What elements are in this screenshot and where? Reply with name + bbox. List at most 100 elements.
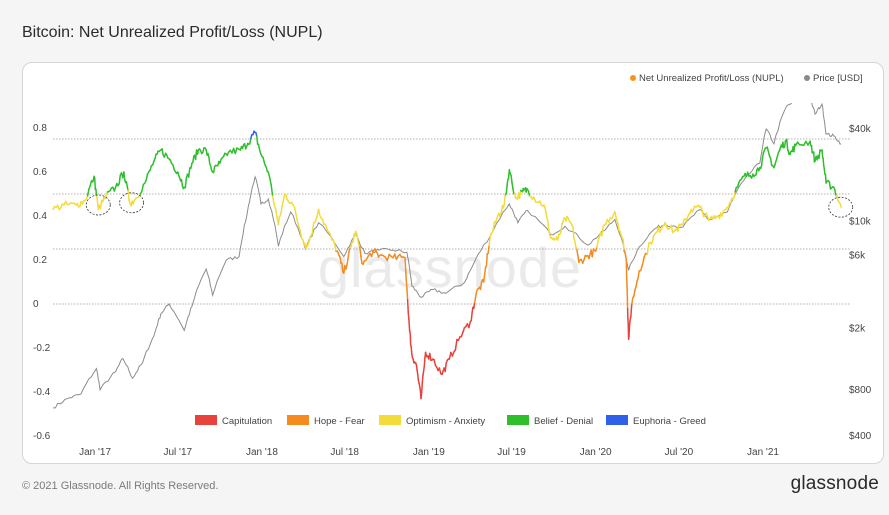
chart-card: glassnode 0.8 0.6 0.4 0.2 0 -0.2 -0.4 -0.6 $40k… <box>22 62 884 464</box>
nupl-segment <box>641 257 645 266</box>
nupl-segment <box>293 206 297 215</box>
nupl-segment <box>637 270 640 279</box>
left-tick-2: 0.4 <box>33 211 47 222</box>
nupl-segment <box>839 202 842 208</box>
zone-legend-label-3[interactable]: Belief - Denial <box>534 416 593 427</box>
nupl-segment <box>547 220 550 232</box>
zone-legend-label-0[interactable]: Capitulation <box>222 416 272 427</box>
nupl-segment <box>208 156 211 165</box>
left-tick-5: -0.2 <box>33 343 51 354</box>
nupl-segment <box>404 257 407 272</box>
nupl-segment <box>118 174 122 185</box>
nupl-segment <box>511 181 514 190</box>
copyright: © 2021 Glassnode. All Rights Reserved. <box>22 480 219 492</box>
nupl-segment <box>212 165 216 174</box>
top-legend-label-0[interactable]: Net Unrealized Profit/Loss (NUPL) <box>639 73 784 84</box>
nupl-segment <box>793 143 796 153</box>
nupl-segment <box>184 177 188 189</box>
nupl-segment <box>761 151 765 159</box>
nupl-segment <box>386 253 390 262</box>
nupl-segment <box>824 173 827 184</box>
nupl-segment <box>574 240 577 248</box>
zone-legend-swatch-3 <box>507 415 529 425</box>
nupl-segment <box>614 210 617 218</box>
nupl-segment <box>415 364 418 372</box>
nupl-segment <box>628 324 631 338</box>
nupl-segment <box>308 235 312 243</box>
right-axis: $40k $10k $6k $2k $800 $400 <box>849 124 872 442</box>
nupl-segment <box>423 357 426 368</box>
nupl-segment <box>273 203 277 210</box>
nupl-segment <box>234 147 238 155</box>
nupl-series <box>52 130 842 400</box>
nupl-segment <box>786 138 789 149</box>
nupl-segment <box>596 240 599 248</box>
nupl-segment <box>828 181 832 190</box>
nupl-segment <box>285 194 288 201</box>
nupl-segment <box>544 207 547 214</box>
price-line <box>53 103 842 409</box>
nupl-segment <box>677 223 680 233</box>
nupl-segment <box>89 180 93 187</box>
nupl-segment <box>339 256 342 264</box>
nupl-segment <box>755 169 758 176</box>
nupl-segment <box>470 311 473 322</box>
annotation-circle-1 <box>119 192 145 214</box>
nupl-chart[interactable]: glassnode 0.8 0.6 0.4 0.2 0 -0.2 -0.4 -0.6 $40k… <box>23 63 883 463</box>
nupl-segment <box>518 189 522 200</box>
zone-legend-label-1[interactable]: Hope - Fear <box>314 416 365 427</box>
nupl-segment <box>588 253 591 260</box>
x-axis: Jan '17 Jul '17 Jan '18 Jul '18 Jan '19 Jul '… <box>79 447 779 458</box>
nupl-segment <box>760 156 764 167</box>
nupl-segment <box>622 241 625 252</box>
x-tick-2: Jan '18 <box>246 447 278 458</box>
nupl-segment <box>576 248 579 256</box>
nupl-segment <box>192 155 195 163</box>
nupl-segment <box>405 279 408 291</box>
zone-legend-swatch-1 <box>287 415 309 425</box>
nupl-segment <box>482 274 486 283</box>
nupl-segment <box>417 373 420 382</box>
left-tick-0: 0.8 <box>33 123 47 134</box>
nupl-segment <box>141 183 145 192</box>
nupl-segment <box>492 220 496 230</box>
nupl-segment <box>190 162 193 169</box>
nupl-segment <box>420 391 423 400</box>
nupl-segment <box>506 179 509 186</box>
zone-legend-label-2[interactable]: Optimism - Anxiety <box>406 416 485 427</box>
nupl-segment <box>643 252 647 259</box>
x-tick-5: Jul '19 <box>497 447 526 458</box>
top-legend-marker-1 <box>804 75 810 81</box>
nupl-segment <box>280 205 283 214</box>
nupl-segment <box>682 218 685 226</box>
nupl-segment <box>651 235 655 244</box>
nupl-segment <box>407 312 410 321</box>
top-legend-label-1[interactable]: Price [USD] <box>813 73 863 84</box>
zone-legend-label-4[interactable]: Euphoria - Greed <box>633 416 706 427</box>
x-tick-3: Jul '18 <box>330 447 359 458</box>
nupl-segment <box>282 196 285 203</box>
nupl-segment <box>359 246 362 258</box>
glassnode-logo[interactable]: glassnode <box>790 473 879 494</box>
nupl-segment <box>270 184 274 197</box>
nupl-segment <box>700 205 703 212</box>
nupl-segment <box>583 254 587 261</box>
nupl-segment <box>822 157 825 167</box>
nupl-segment <box>438 367 442 375</box>
nupl-segment <box>249 137 252 145</box>
nupl-segment <box>617 223 620 232</box>
nupl-segment <box>172 163 175 171</box>
nupl-segment <box>727 202 731 209</box>
nupl-segment <box>271 195 275 205</box>
nupl-segment <box>556 233 560 241</box>
nupl-segment <box>149 164 153 172</box>
nupl-segment <box>161 148 164 156</box>
nupl-segment <box>601 225 604 237</box>
nupl-segment <box>187 167 191 178</box>
nupl-segment <box>360 255 363 265</box>
zone-legend-swatch-2 <box>379 415 401 425</box>
nupl-segment <box>421 374 424 384</box>
nupl-segment <box>485 253 489 267</box>
nupl-segment <box>265 166 269 173</box>
nupl-segment <box>299 230 303 239</box>
